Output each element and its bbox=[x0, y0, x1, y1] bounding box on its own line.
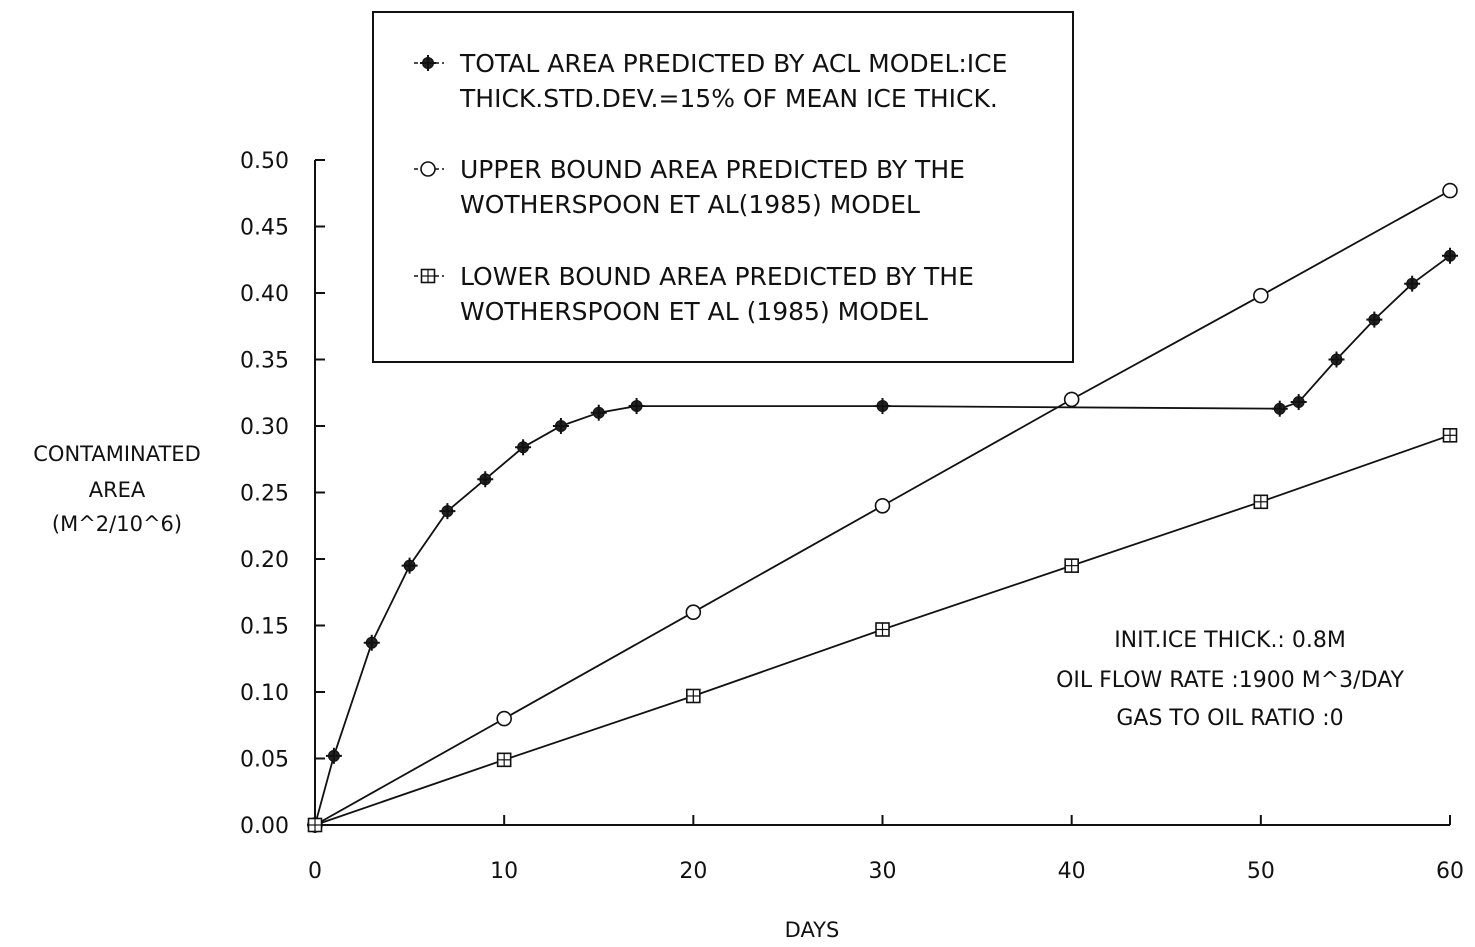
x-tick-label: 20 bbox=[679, 859, 707, 884]
y-axis-title-line: CONTAMINATED bbox=[33, 442, 201, 466]
legend-label: WOTHERSPOON ET AL(1985) MODEL bbox=[460, 190, 920, 219]
data-point bbox=[496, 752, 512, 768]
x-tick-label: 50 bbox=[1247, 859, 1275, 884]
data-point bbox=[685, 604, 702, 621]
data-point bbox=[1290, 394, 1307, 411]
y-tick-label: 0.40 bbox=[240, 282, 289, 307]
x-tick-label: 0 bbox=[308, 859, 322, 884]
data-point bbox=[1064, 558, 1079, 573]
y-tick-label: 0.30 bbox=[240, 415, 289, 440]
legend-label: UPPER BOUND AREA PREDICTED BY THE bbox=[460, 155, 965, 184]
legend-label: TOTAL AREA PREDICTED BY ACL MODEL:ICE bbox=[459, 49, 1007, 78]
x-tick-label: 30 bbox=[869, 859, 897, 884]
marker-body bbox=[874, 497, 891, 514]
data-point bbox=[874, 497, 891, 514]
y-tick-label: 0.10 bbox=[240, 681, 289, 706]
data-point bbox=[1253, 494, 1269, 510]
data-point bbox=[552, 418, 569, 434]
annotation-line: INIT.ICE THICK.: 0.8M bbox=[1114, 628, 1346, 653]
data-point bbox=[401, 557, 418, 574]
legend-label: THICK.STD.DEV.=15% OF MEAN ICE THICK. bbox=[459, 84, 998, 113]
marker-body bbox=[496, 710, 512, 727]
data-point bbox=[1442, 247, 1458, 264]
annotation: INIT.ICE THICK.: 0.8M OIL FLOW RATE :1900… bbox=[1056, 628, 1404, 731]
data-point bbox=[628, 398, 645, 415]
data-point bbox=[515, 439, 532, 456]
legend-marker bbox=[420, 55, 436, 71]
annotation-line: OIL FLOW RATE :1900 M^3/DAY bbox=[1056, 668, 1404, 693]
x-axis-title: DAYS bbox=[785, 918, 840, 942]
data-point bbox=[477, 471, 494, 488]
marker-body bbox=[420, 161, 436, 177]
series-1 bbox=[307, 247, 1458, 833]
x-tick-label: 60 bbox=[1436, 859, 1464, 884]
x-tick-label: 10 bbox=[490, 859, 518, 884]
data-point bbox=[874, 398, 891, 415]
data-point bbox=[363, 634, 380, 651]
legend-box bbox=[372, 11, 1074, 363]
data-point bbox=[307, 817, 323, 833]
series-3 bbox=[307, 428, 1458, 833]
legend-label: WOTHERSPOON ET AL (1985) MODEL bbox=[460, 297, 928, 326]
legend-entry: UPPER BOUND AREA PREDICTED BY THE WOTHERS… bbox=[414, 155, 965, 219]
y-tick-label: 0.20 bbox=[240, 548, 289, 573]
data-point bbox=[1442, 428, 1458, 443]
data-point bbox=[686, 688, 701, 704]
plot-area bbox=[307, 182, 1458, 833]
data-point bbox=[1404, 275, 1421, 292]
legend: TOTAL AREA PREDICTED BY ACL MODEL:ICE THI… bbox=[372, 11, 1074, 363]
data-point bbox=[325, 747, 342, 764]
y-tick-label: 0.15 bbox=[240, 615, 289, 640]
annotation-line: GAS TO OIL RATIO :0 bbox=[1116, 706, 1343, 731]
data-point bbox=[1366, 311, 1383, 328]
series-2 bbox=[307, 182, 1458, 833]
data-point bbox=[875, 622, 890, 637]
legend-marker bbox=[420, 268, 436, 284]
axes: 0 10 20 30 40 50 60 0.00 0.05 0.10 0.15 0.20 0.25 0.3… bbox=[33, 149, 1464, 942]
legend-entry: LOWER BOUND AREA PREDICTED BY THE WOTHERS… bbox=[414, 262, 974, 326]
marker-body bbox=[1063, 391, 1080, 408]
y-tick-label: 0.50 bbox=[240, 149, 289, 174]
data-point bbox=[496, 710, 512, 727]
data-point bbox=[1442, 182, 1458, 199]
legend-label: LOWER BOUND AREA PREDICTED BY THE bbox=[460, 262, 974, 291]
marker-body bbox=[1442, 182, 1458, 199]
y-axis-title-line: (M^2/10^6) bbox=[52, 512, 182, 536]
data-point bbox=[1063, 391, 1080, 408]
y-tick-label: 0.45 bbox=[240, 216, 289, 241]
y-axis-title-line: AREA bbox=[89, 478, 146, 502]
x-tick-label: 40 bbox=[1058, 859, 1086, 884]
data-point bbox=[1271, 400, 1288, 417]
marker-body bbox=[1253, 287, 1269, 304]
y-tick-label: 0.35 bbox=[240, 349, 289, 374]
data-point bbox=[590, 404, 607, 421]
data-point bbox=[1253, 287, 1269, 304]
y-tick-label: 0.05 bbox=[240, 748, 289, 773]
marker-body bbox=[685, 604, 702, 621]
legend-marker bbox=[420, 161, 436, 177]
y-tick-label: 0.00 bbox=[240, 814, 289, 839]
legend-entry: TOTAL AREA PREDICTED BY ACL MODEL:ICE THI… bbox=[414, 49, 1007, 113]
data-point bbox=[439, 503, 456, 520]
y-tick-label: 0.25 bbox=[240, 482, 289, 507]
data-point bbox=[1328, 351, 1345, 368]
